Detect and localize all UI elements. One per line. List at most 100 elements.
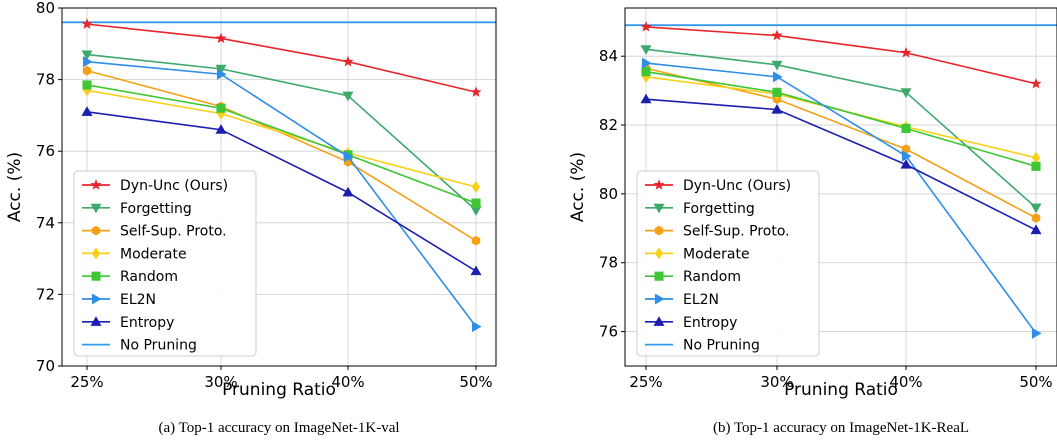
series-line — [86, 53, 477, 211]
series-line — [86, 69, 477, 242]
series-el2n — [641, 57, 1042, 339]
data-point — [471, 180, 481, 194]
legend: Dyn-Unc (Ours) Forgetting Self-Sup. Proto.… — [73, 170, 257, 357]
legend-marker — [91, 225, 101, 236]
data-point — [471, 235, 481, 246]
figure-caption: (a) Top-1 accuracy on ImageNet-1K-val — [158, 420, 399, 436]
legend-marker — [653, 316, 665, 326]
data-point — [1030, 77, 1042, 89]
legend-entry: Entropy — [82, 315, 174, 331]
y-tick-label: 82 — [599, 116, 618, 134]
data-point — [342, 186, 354, 197]
legend-label: Self-Sup. Proto. — [120, 224, 227, 240]
data-point — [1031, 213, 1041, 223]
legend-marker — [654, 225, 664, 236]
series-forgetting — [640, 45, 1042, 214]
x-axis-label: Pruning Ratio — [222, 380, 336, 400]
series-dyn-unc-ours — [640, 21, 1042, 89]
x-tick-label: 25% — [629, 373, 662, 391]
data-point — [640, 93, 652, 104]
series-entropy — [81, 106, 482, 276]
x-tick-label: 25% — [70, 373, 103, 391]
data-point — [771, 29, 783, 41]
legend-label: Self-Sup. Proto. — [683, 224, 790, 240]
data-point — [772, 71, 783, 83]
legend-entry: Random — [82, 269, 178, 285]
legend-label: Dyn-Unc (Ours) — [683, 178, 791, 194]
data-point — [1031, 327, 1042, 339]
y-tick-label: 76 — [599, 323, 618, 341]
legend-label: Dyn-Unc (Ours) — [120, 178, 228, 194]
legend-label: Moderate — [683, 246, 750, 262]
legend-label: No Pruning — [683, 338, 760, 354]
legend-entry: Dyn-Unc (Ours) — [82, 178, 228, 194]
series-line — [645, 67, 1037, 219]
series-random — [641, 67, 1041, 171]
y-tick-label: 76 — [36, 142, 55, 160]
data-point — [470, 265, 482, 276]
series-line — [86, 89, 477, 188]
y-tick-label: 72 — [36, 285, 55, 303]
data-point — [471, 198, 481, 208]
figure-caption: (b) Top-1 accuracy on ImageNet-1K-ReaL — [713, 420, 969, 436]
data-point — [1031, 151, 1041, 164]
legend-marker — [654, 293, 665, 305]
legend-label: Forgetting — [120, 201, 192, 217]
series-line — [86, 84, 477, 204]
legend-entry: Forgetting — [645, 201, 755, 217]
legend-marker — [91, 293, 102, 305]
data-point — [216, 103, 226, 113]
legend-entry: Moderate — [645, 246, 750, 262]
legend: Dyn-Unc (Ours) Forgetting Self-Sup. Proto.… — [636, 170, 820, 357]
data-point — [215, 32, 227, 44]
legend-entry: Entropy — [645, 315, 737, 331]
y-tick-label: 80 — [599, 185, 618, 203]
data-point — [342, 91, 354, 102]
data-point — [640, 45, 652, 55]
legend-entry: Forgetting — [82, 201, 192, 217]
legend-marker — [90, 203, 102, 214]
legend-marker — [90, 179, 102, 190]
series-entropy — [640, 93, 1042, 235]
series-line — [645, 48, 1037, 209]
data-point — [1030, 224, 1042, 235]
legend-entry: No Pruning — [82, 338, 197, 354]
legend-entry: Self-Sup. Proto. — [82, 224, 227, 240]
series-line — [645, 26, 1037, 85]
data-point — [470, 206, 482, 216]
plot-frame — [61, 7, 497, 367]
series-line — [645, 76, 1037, 159]
y-axis-label: Acc. (%) — [5, 152, 25, 222]
data-point — [901, 150, 912, 162]
data-point — [1030, 203, 1042, 214]
legend-label: Moderate — [120, 246, 187, 262]
legend-entry: EL2N — [645, 292, 719, 308]
plot-frame — [624, 7, 1057, 367]
legend-entry: No Pruning — [645, 338, 760, 354]
legend-label: Random — [683, 269, 741, 285]
data-point — [471, 321, 482, 333]
y-tick-label: 78 — [599, 254, 618, 272]
legend-label: EL2N — [120, 292, 156, 308]
y-tick-label: 80 — [36, 0, 55, 17]
y-tick-label: 70 — [36, 357, 55, 375]
legend-label: EL2N — [683, 292, 719, 308]
data-point — [81, 50, 93, 61]
x-tick-label: 50% — [1019, 373, 1052, 391]
y-tick-label: 78 — [36, 71, 55, 89]
legend-marker — [90, 316, 102, 326]
legend-entry: Moderate — [82, 246, 187, 262]
data-point — [82, 65, 92, 76]
data-point — [216, 68, 227, 80]
x-tick-label: 40% — [889, 373, 922, 391]
legend-marker — [653, 179, 665, 190]
x-tick-label: 30% — [204, 373, 237, 391]
y-axis-label: Acc. (%) — [568, 152, 588, 222]
legend-entry: Dyn-Unc (Ours) — [645, 178, 791, 194]
x-tick-label: 40% — [331, 373, 364, 391]
legend-box — [73, 170, 257, 357]
legend-box — [636, 170, 820, 357]
data-point — [900, 46, 912, 58]
data-point — [771, 103, 783, 114]
legend-marker — [654, 247, 664, 260]
